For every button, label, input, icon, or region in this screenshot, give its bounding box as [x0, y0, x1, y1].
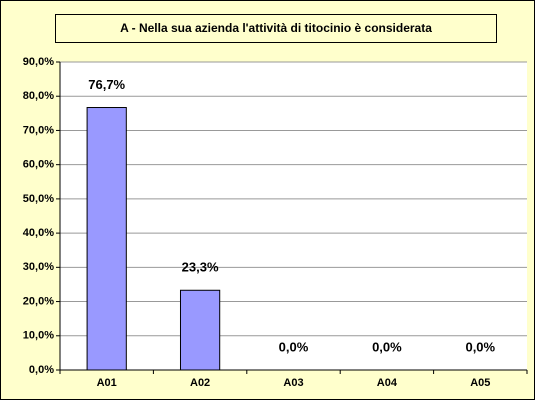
y-tick-label: 60,0%: [23, 159, 54, 171]
y-tick-label: 50,0%: [23, 193, 54, 205]
x-tick-label: A02: [190, 377, 210, 389]
y-tick-label: 30,0%: [23, 261, 54, 273]
data-label dl: 0,0%: [465, 339, 495, 354]
x-tick-label: A01: [97, 377, 117, 389]
title-box: [55, 14, 497, 43]
y-tick-label: 90,0%: [23, 56, 54, 68]
data-label dl: 0,0%: [279, 339, 309, 354]
plot-area: [60, 62, 527, 370]
x-tick-label: A03: [283, 377, 303, 389]
bar: [179, 289, 221, 371]
y-tick-label: 80,0%: [23, 90, 54, 102]
data-label dl: 0,0%: [372, 339, 402, 354]
x-tick-label: A04: [377, 377, 398, 389]
bar: [86, 107, 127, 371]
data-label dl: 23,3%: [182, 260, 219, 275]
y-tick-label: 20,0%: [23, 295, 54, 307]
y-tick-label: 40,0%: [23, 227, 54, 239]
x-tick-label: A05: [470, 377, 490, 389]
y-tick-label: 70,0%: [23, 124, 54, 136]
y-tick-label: 0,0%: [29, 364, 54, 376]
y-tick-label: 10,0%: [23, 330, 54, 342]
data-label dl: 76,7%: [88, 77, 125, 92]
chart-title: A - Nella sua azienda l'attività di tito…: [120, 21, 432, 35]
